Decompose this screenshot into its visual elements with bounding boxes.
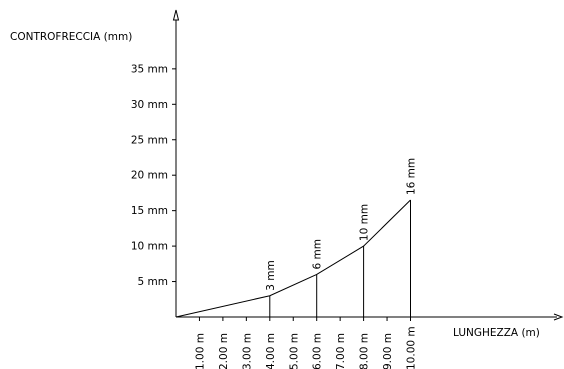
y-tick-label: 20 mm bbox=[131, 170, 168, 182]
chart-axes bbox=[172, 9, 564, 321]
series-line bbox=[175, 199, 411, 318]
y-tick-label: 35 mm bbox=[131, 63, 168, 75]
x-axis-title: LUNGHEZZA (m) bbox=[453, 327, 540, 339]
value-guides bbox=[269, 200, 411, 317]
x-tick-label: 5.00 m bbox=[288, 333, 300, 369]
x-tick-label: 3.00 m bbox=[241, 333, 253, 369]
value-annotations: 3 mm 6 mm 10 mm 16 mm bbox=[265, 158, 418, 291]
y-tick-label: 15 mm bbox=[131, 205, 168, 217]
y-axis-arrow bbox=[172, 9, 180, 21]
y-tick-label: 5 mm bbox=[138, 276, 168, 288]
x-tick-label: 6.00 m bbox=[312, 333, 324, 369]
y-ticks: 5 mm 10 mm 15 mm 20 mm 25 mm 30 mm 35 mm bbox=[131, 63, 176, 288]
x-tick-label: 7.00 m bbox=[335, 333, 347, 369]
x-tick-label: 8.00 m bbox=[359, 333, 371, 369]
x-tick-label: 4.00 m bbox=[265, 333, 277, 369]
y-tick-label: 10 mm bbox=[131, 241, 168, 253]
value-annotation: 6 mm bbox=[312, 239, 324, 269]
x-tick-label: 9.00 m bbox=[382, 333, 394, 369]
y-tick-label: 30 mm bbox=[131, 99, 168, 111]
y-tick-label: 25 mm bbox=[131, 134, 168, 146]
x-tick-label: 1.00 m bbox=[194, 333, 206, 369]
x-tick-label: 10.00 m bbox=[406, 326, 418, 369]
x-ticks: 1.00 m 2.00 m 3.00 m 4.00 m 5.00 m 6.00 m 7.00… bbox=[194, 317, 418, 369]
y-axis-title: CONTROFRECCIA (mm) bbox=[10, 31, 132, 43]
value-annotation: 10 mm bbox=[359, 204, 371, 241]
value-annotation: 3 mm bbox=[265, 260, 277, 290]
x-axis-arrow bbox=[553, 313, 564, 321]
value-annotation: 16 mm bbox=[406, 158, 418, 195]
x-tick-label: 2.00 m bbox=[218, 333, 230, 369]
